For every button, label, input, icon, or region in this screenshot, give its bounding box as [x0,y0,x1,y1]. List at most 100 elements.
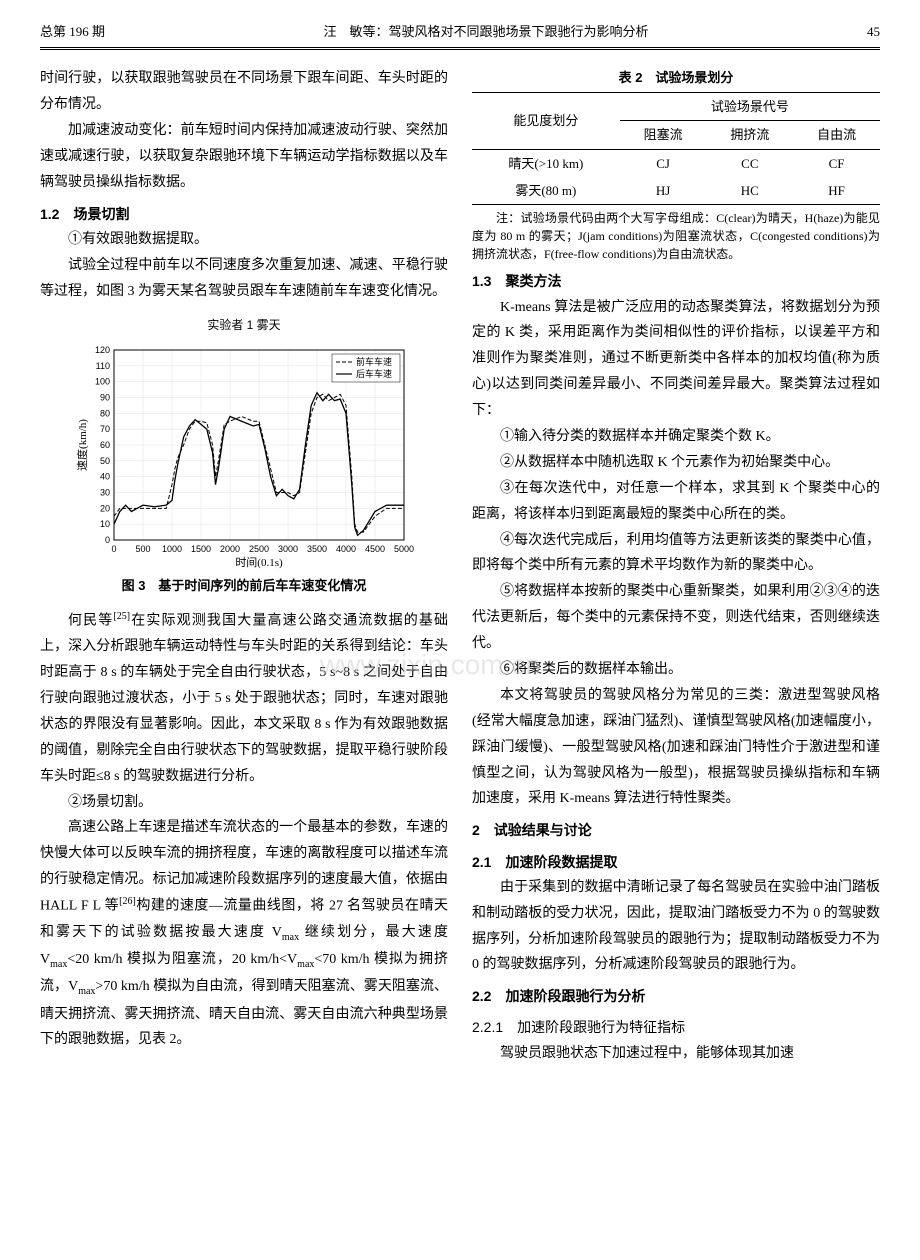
para-step4: ④每次迭代完成后，利用均值等方法更新该类的聚类中心值，即将每个类中所有元素的算术… [472,528,880,580]
svg-text:5000: 5000 [394,544,414,554]
svg-text:10: 10 [100,519,110,529]
table-2: 能见度划分 试验场景代号 阻塞流 拥挤流 自由流 晴天(>10 km) CJ C… [472,92,880,206]
svg-text:20: 20 [100,504,110,514]
cell: 雾天(80 m) [472,177,620,205]
svg-text:4500: 4500 [365,544,385,554]
sub-max1: max [282,931,299,942]
para-step3: ③在每次迭代中，对任意一个样本，求其到 K 个聚类中心的距离，将该样本归到距离最… [472,476,880,528]
th-visibility: 能见度划分 [472,92,620,149]
th-scenario: 试验场景代号 [620,92,880,120]
figure-3: 实验者 1 雾天 0 10 20 30 40 50 60 70 80 90 100 110 120 0 50… [69,315,419,598]
para-wave: 加减速波动变化：前车短时间内保持加减速波动行驶、突然加速或减速行驶，以获取复杂跟… [40,118,448,196]
para-feature: 驾驶员跟驰状态下加速过程中，能够体现其加速 [472,1041,880,1067]
table-note: 注：试验场景代码由两个大写字母组成：C(clear)为晴天，H(haze)为能见… [472,209,880,263]
sub-max4: max [78,986,95,997]
sec-title: 场景切割 [73,206,129,222]
svg-text:80: 80 [100,409,110,419]
svg-text:40: 40 [100,472,110,482]
right-column: 表 2 试验场景划分 能见度划分 试验场景代号 阻塞流 拥挤流 自由流 晴天(>… [472,66,880,1066]
svg-text:2500: 2500 [249,544,269,554]
svg-text:3500: 3500 [307,544,327,554]
svg-text:70: 70 [100,424,110,434]
sub-max3: max [297,959,314,970]
svg-text:110: 110 [96,361,110,371]
para-desc: 试验全过程中前车以不同速度多次重复加速、减速、平稳行驶等过程，如图 3 为雾天某… [40,253,448,305]
para-step6: ⑥将聚类后的数据样本输出。 [472,657,880,683]
svg-text:60: 60 [100,440,110,450]
sec-num: 1.2 [40,206,59,222]
section-2-2-1: 2.2.1 加速阶段跟驰行为特征指标 [472,1015,880,1040]
citation-25: [25] [113,611,130,622]
para-kmeans: K-means 算法是被广泛应用的动态聚类算法，将数据划分为预定的 K 类，采用… [472,295,880,424]
svg-text:时间(0.1s): 时间(0.1s) [235,556,283,569]
speed-chart-svg: 0102030405060708090100110120050010001500… [74,340,414,570]
svg-text:0: 0 [105,535,110,545]
svg-text:2000: 2000 [220,544,240,554]
text-pre: 何民等 [68,613,113,628]
th-congested: 拥挤流 [706,121,793,149]
para-highway: 高速公路上车速是描述车流状态的一个最基本的参数，车速的快慢大体可以反映车流的拥挤… [40,815,448,1053]
cell: HC [706,177,793,205]
sec-num: 2.1 [472,854,491,870]
svg-text:100: 100 [95,377,110,387]
text-f: >70 km/h 模拟为自由流，得到晴天阻塞流、雾天阻塞流、晴天拥挤流、雾天拥挤… [40,979,448,1047]
sec-num: 2.2 [472,988,491,1004]
cell: CC [706,149,793,177]
chart-title: 实验者 1 雾天 [69,315,419,337]
text-post: 在实际观测我国大量高速公路交通流数据的基础上，深入分析跟驰车辆运动特性与车头时距… [40,613,448,783]
running-title: 汪 敏等：驾驶风格对不同跟驰场景下跟驰行为影响分析 [105,20,867,43]
cell: CJ [620,149,707,177]
page-number: 45 [867,20,880,43]
figure-caption: 图 3 基于时间序列的前后车车速变化情况 [69,574,419,597]
svg-text:50: 50 [100,456,110,466]
issue-number: 总第 196 期 [40,20,105,43]
sec-title: 加速阶段跟驰行为特征指标 [517,1019,685,1035]
para-continue: 时间行驶，以获取跟驰驾驶员在不同场景下跟车间距、车头时距的分布情况。 [40,66,448,118]
cell: HF [793,177,880,205]
para-styles: 本文将驾驶员的驾驶风格分为常见的三类：激进型驾驶风格(经常大幅度急加速，踩油门猛… [472,683,880,812]
sec-title: 试验结果与讨论 [494,822,592,838]
svg-text:0: 0 [111,544,116,554]
para-step1: ①输入待分类的数据样本并确定聚类个数 K。 [472,424,880,450]
section-2-1: 2.1 加速阶段数据提取 [472,850,880,875]
cell: CF [793,149,880,177]
sub-max2: max [50,959,67,970]
para-step5: ⑤将数据样本按新的聚类中心重新聚类，如果利用②③④的迭代法更新后，每个类中的元素… [472,579,880,657]
sec-title: 聚类方法 [505,273,561,289]
cell: 晴天(>10 km) [472,149,620,177]
svg-text:前车车速: 前车车速 [356,356,392,367]
section-2: 2 试验结果与讨论 [472,818,880,843]
sec-num: 1.3 [472,273,491,289]
left-column: 时间行驶，以获取跟驰驾驶员在不同场景下跟车间距、车头时距的分布情况。 加减速波动… [40,66,448,1066]
sec-num: 2 [472,822,480,838]
para-hemin: 何民等[25]在实际观测我国大量高速公路交通流数据的基础上，深入分析跟驰车辆运动… [40,608,448,790]
th-free: 自由流 [793,121,880,149]
sec-title: 加速阶段数据提取 [505,854,617,870]
svg-text:后车车速: 后车车速 [356,368,392,379]
para-extract: 由于采集到的数据中清晰记录了每名驾驶员在实验中油门踏板和制动踏板的受力状况，因此… [472,875,880,979]
section-2-2: 2.2 加速阶段跟驰行为分析 [472,984,880,1009]
sec-title: 加速阶段跟驰行为分析 [505,988,645,1004]
text-d: <20 km/h 模拟为阻塞流，20 km/h<V [67,952,297,967]
para-item1: ①有效跟驰数据提取。 [40,227,448,253]
svg-text:30: 30 [100,488,110,498]
para-item2: ②场景切割。 [40,790,448,816]
para-step2: ②从数据样本中随机选取 K 个元素作为初始聚类中心。 [472,450,880,476]
two-column-layout: 时间行驶，以获取跟驰驾驶员在不同场景下跟车间距、车头时距的分布情况。 加减速波动… [40,66,880,1066]
section-1-3: 1.3 聚类方法 [472,269,880,294]
citation-26: [26] [119,896,136,907]
table-2-caption: 表 2 试验场景划分 [472,66,880,89]
page-header: 总第 196 期 汪 敏等：驾驶风格对不同跟驰场景下跟驰行为影响分析 45 [40,20,880,50]
svg-text:1500: 1500 [191,544,211,554]
section-1-2: 1.2 场景切割 [40,202,448,227]
svg-text:90: 90 [100,393,110,403]
svg-text:速度(km/h): 速度(km/h) [75,419,89,471]
table-row: 雾天(80 m) HJ HC HF [472,177,880,205]
svg-text:4000: 4000 [336,544,356,554]
sec-num: 2.2.1 [472,1019,503,1035]
cell: HJ [620,177,707,205]
svg-text:120: 120 [95,345,110,355]
table-row: 晴天(>10 km) CJ CC CF [472,149,880,177]
th-jam: 阻塞流 [620,121,707,149]
svg-text:500: 500 [135,544,150,554]
